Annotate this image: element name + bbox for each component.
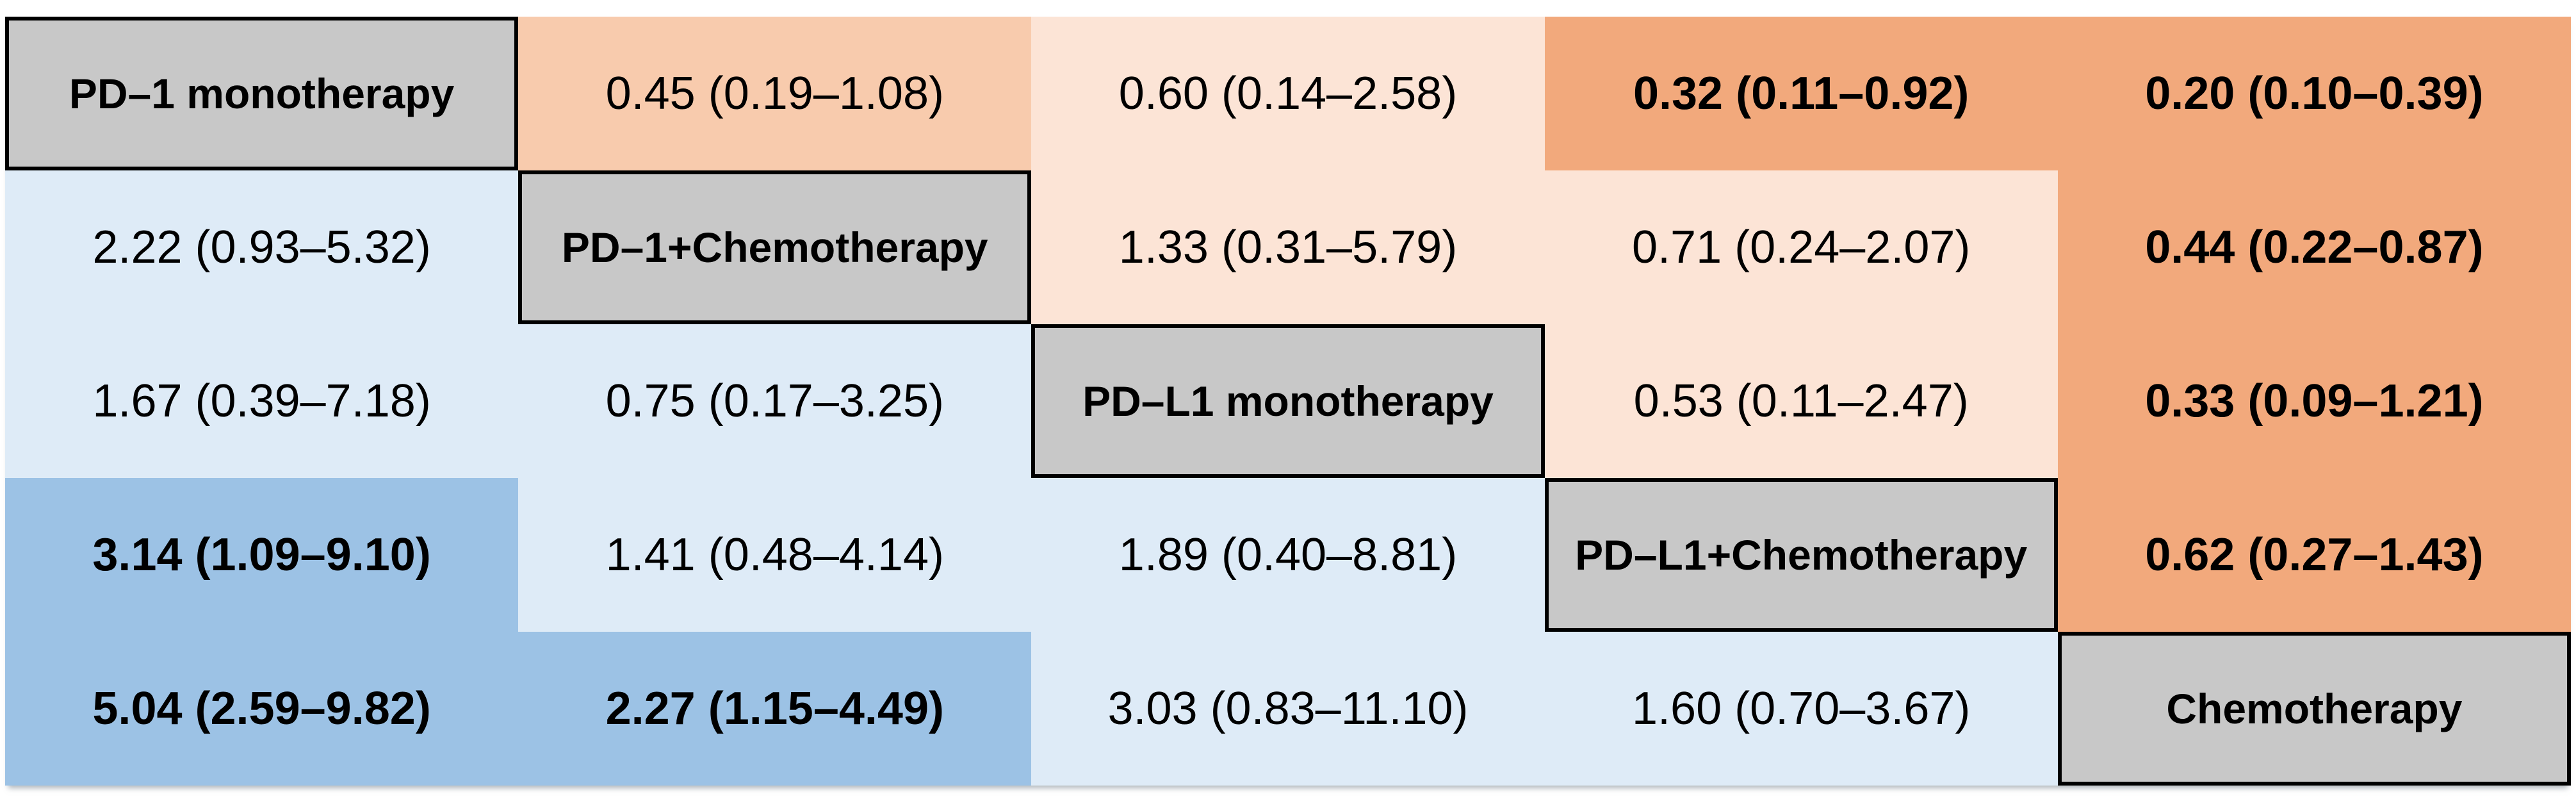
estimate-cell-r3c4: 0.53 (0.11–2.47) <box>1544 324 2058 478</box>
estimate-cell-r2c5: 0.44 (0.22–0.87) <box>2057 170 2571 324</box>
estimate-cell-r1c5: 0.20 (0.10–0.39) <box>2057 17 2571 170</box>
estimate-cell-r2c3: 1.33 (0.31–5.79) <box>1031 170 1545 324</box>
treatment-cell-pd1-chemotherapy: PD–1+Chemotherapy <box>518 170 1032 324</box>
estimate-cell-r3c2: 0.75 (0.17–3.25) <box>518 324 1032 478</box>
estimate-cell-r4c5: 0.62 (0.27–1.43) <box>2057 478 2571 632</box>
league-table: PD–1 monotherapy 0.45 (0.19–1.08) 0.60 (… <box>5 17 2571 786</box>
estimate-cell-r2c1: 2.22 (0.93–5.32) <box>5 170 519 324</box>
estimate-cell-r4c1: 3.14 (1.09–9.10) <box>5 478 519 632</box>
estimate-cell-r5c3: 3.03 (0.83–11.10) <box>1031 632 1545 786</box>
estimate-cell-r4c2: 1.41 (0.48–4.14) <box>518 478 1032 632</box>
estimate-cell-r4c3: 1.89 (0.40–8.81) <box>1031 478 1545 632</box>
estimate-cell-r3c5: 0.33 (0.09–1.21) <box>2057 324 2571 478</box>
estimate-cell-r2c4: 0.71 (0.24–2.07) <box>1544 170 2058 324</box>
estimate-cell-r5c2: 2.27 (1.15–4.49) <box>518 632 1032 786</box>
treatment-cell-chemotherapy: Chemotherapy <box>2057 632 2571 786</box>
estimate-cell-r1c2: 0.45 (0.19–1.08) <box>518 17 1032 170</box>
estimate-cell-r1c4: 0.32 (0.11–0.92) <box>1544 17 2058 170</box>
estimate-cell-r1c3: 0.60 (0.14–2.58) <box>1031 17 1545 170</box>
estimate-cell-r3c1: 1.67 (0.39–7.18) <box>5 324 519 478</box>
estimate-cell-r5c1: 5.04 (2.59–9.82) <box>5 632 519 786</box>
treatment-cell-pdl1-chemotherapy: PD–L1+Chemotherapy <box>1544 478 2058 632</box>
treatment-cell-pdl1-monotherapy: PD–L1 monotherapy <box>1031 324 1545 478</box>
treatment-cell-pd1-monotherapy: PD–1 monotherapy <box>5 17 519 170</box>
estimate-cell-r5c4: 1.60 (0.70–3.67) <box>1544 632 2058 786</box>
